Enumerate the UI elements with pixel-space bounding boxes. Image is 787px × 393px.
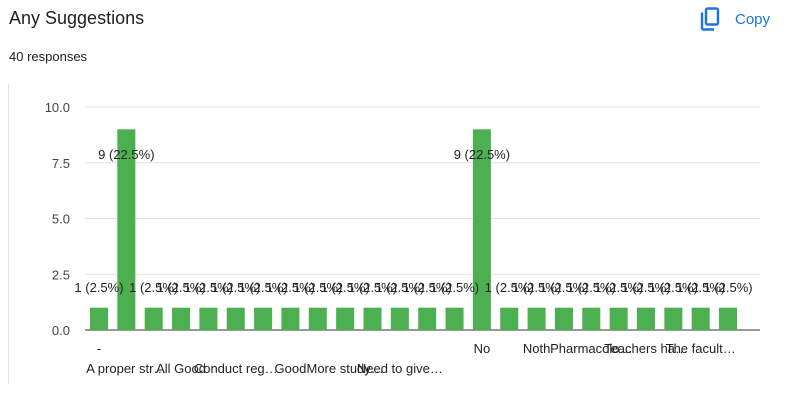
- bar[interactable]: [637, 307, 655, 330]
- x-tick-label: Need to give…: [357, 361, 443, 376]
- data-label: 1 (2.5%): [211, 280, 260, 295]
- bar[interactable]: [199, 307, 218, 330]
- y-axis-ticks: 0.0 2.5 5.0 7.5 10.0: [45, 100, 70, 338]
- bar[interactable]: [390, 307, 409, 330]
- data-label: 1 (2.5%): [594, 280, 643, 295]
- x-tick-label: Pharmacolo…: [550, 341, 632, 356]
- bar[interactable]: [336, 307, 355, 330]
- bar[interactable]: [254, 307, 273, 330]
- data-label: 1 (2.5%): [512, 280, 561, 295]
- data-label: 1 (2.5%): [156, 280, 205, 295]
- x-tick-label: The facult…: [666, 341, 736, 356]
- data-label: 1 (2.5%): [375, 280, 424, 295]
- response-count: 40 responses: [9, 49, 88, 64]
- data-label: 1 (2.5%): [403, 280, 452, 295]
- data-label: 1 (2.5%): [567, 280, 616, 295]
- bar[interactable]: [90, 307, 108, 330]
- x-tick-label: Good: [275, 361, 307, 376]
- bar[interactable]: [144, 307, 163, 330]
- question-title: Any Suggestions: [9, 8, 145, 28]
- copy-icon: [700, 7, 720, 31]
- x-tick-label: No: [474, 341, 491, 356]
- data-label: 1 (2.5%): [321, 280, 370, 295]
- data-label: 1 (2.5%): [649, 280, 698, 295]
- data-label: 9 (22.5%): [454, 147, 510, 162]
- data-labels: 1 (2.5%)9 (22.5%)1 (2.5%)1 (2.5%)1 (2.5%…: [74, 147, 752, 295]
- bar[interactable]: [445, 307, 464, 330]
- data-label: 1 (2.5%): [293, 280, 342, 295]
- bar[interactable]: [554, 307, 573, 330]
- bar[interactable]: [609, 307, 628, 330]
- y-tick-label: 0.0: [52, 323, 70, 338]
- bar[interactable]: [691, 307, 710, 330]
- data-label: 1 (2.5%): [676, 280, 725, 295]
- data-label: 9 (22.5%): [98, 147, 154, 162]
- bar[interactable]: [664, 307, 683, 330]
- x-tick-label: Noth: [523, 341, 550, 356]
- grid-lines: [85, 106, 760, 331]
- data-label: 1 (2.5%): [485, 280, 534, 295]
- data-label: 1 (2.5%): [184, 280, 233, 295]
- x-tick-label: -: [97, 341, 101, 356]
- data-label: 1 (2.5%): [266, 280, 315, 295]
- data-label: 1 (2.5%): [539, 280, 588, 295]
- data-label: 1 (2.5%): [621, 280, 670, 295]
- bar[interactable]: [527, 307, 546, 330]
- x-tick-label: Teachers ha…: [604, 341, 688, 356]
- section-divider: [8, 84, 9, 384]
- x-tick-label: All Good: [156, 361, 206, 376]
- bar[interactable]: [308, 307, 327, 330]
- y-tick-label: 10.0: [45, 100, 70, 115]
- bar[interactable]: [363, 307, 382, 330]
- copy-button[interactable]: Copy: [700, 6, 770, 32]
- bar[interactable]: [226, 307, 245, 330]
- y-tick-label: 7.5: [52, 156, 70, 171]
- bar[interactable]: [582, 307, 601, 330]
- data-label: 1 (2.5%): [703, 280, 752, 295]
- bar[interactable]: [281, 307, 300, 330]
- x-tick-label: More study…: [306, 361, 383, 376]
- bar[interactable]: [172, 307, 191, 330]
- data-label: 1 (2.5%): [74, 280, 123, 295]
- bar[interactable]: [117, 129, 136, 330]
- y-tick-label: 5.0: [52, 212, 70, 227]
- data-label: 1 (2.5%): [239, 280, 288, 295]
- x-tick-label: A proper str…: [86, 361, 166, 376]
- bar[interactable]: [472, 129, 491, 330]
- data-label: 1 (2.5%): [348, 280, 397, 295]
- data-label: 1 (2.5%): [430, 280, 479, 295]
- bars: [90, 129, 738, 330]
- bar[interactable]: [719, 307, 738, 330]
- y-tick-label: 2.5: [52, 267, 70, 282]
- data-label: 1 (2.5%): [129, 280, 178, 295]
- bar[interactable]: [418, 307, 437, 330]
- bar[interactable]: [500, 307, 519, 330]
- x-tick-label: Conduct reg…: [194, 361, 278, 376]
- copy-label: Copy: [735, 10, 771, 28]
